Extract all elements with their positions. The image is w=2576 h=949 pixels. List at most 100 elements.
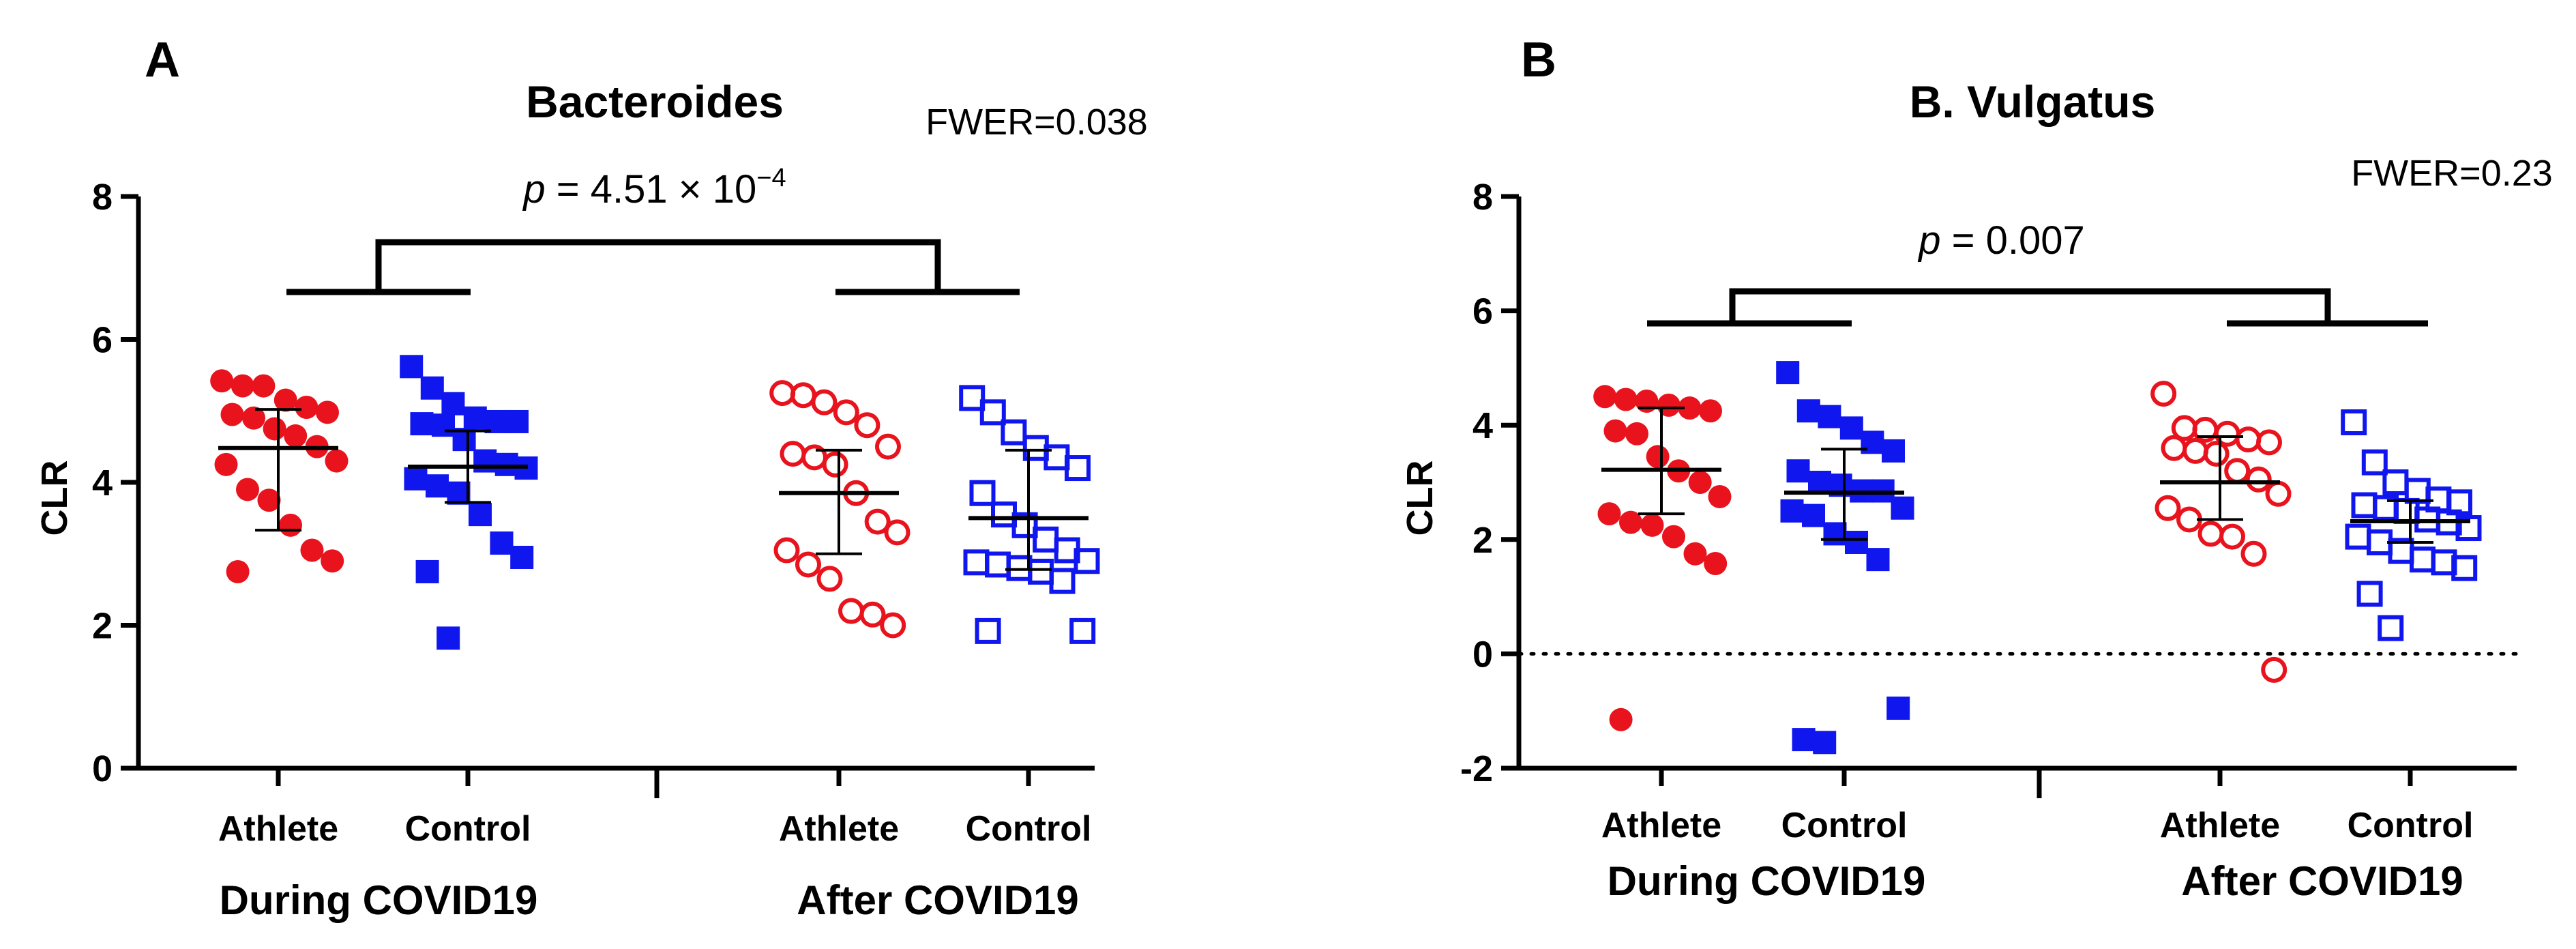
panel-b-point	[1683, 542, 1707, 566]
panel-a-point	[816, 566, 843, 592]
panel-a-bacteroides: A Bacteroides FWER=0.038 p = 4.51 × 10−4…	[34, 33, 1148, 923]
panel-b-point	[1619, 510, 1642, 534]
panel-a-point	[490, 531, 514, 555]
panel-b-fwer: FWER=0.23	[2351, 153, 2553, 194]
panel-a-point	[1033, 526, 1059, 553]
panel-a-point	[284, 424, 308, 448]
panel-b-point	[1839, 416, 1863, 440]
panel-b-point	[2451, 555, 2478, 581]
panel-a-point	[780, 441, 806, 467]
panel-a-point	[325, 449, 349, 473]
panel-b-point	[1796, 399, 1820, 423]
panel-a-point	[316, 400, 339, 424]
panel-b-y-tick-label: -2	[1460, 748, 1493, 789]
panel-a-point	[773, 537, 800, 564]
panel-b-axes: -2 0 2 4 6 8	[1460, 177, 2519, 798]
panel-b-group-label: After COVID19	[2181, 858, 2463, 904]
panel-a-point	[1049, 568, 1076, 594]
panel-a-point	[441, 392, 465, 415]
panel-a-point	[273, 388, 297, 412]
panel-a-point	[1065, 455, 1091, 482]
panel-a-point	[822, 451, 848, 478]
panel-b-point	[1886, 697, 1910, 720]
panel-a-group-label: After COVID19	[797, 877, 1078, 923]
panel-b-point	[2235, 426, 2262, 453]
panel-b-point	[1662, 525, 1685, 549]
panel-b-point	[1699, 399, 1722, 423]
panel-a-y-tick-label: 8	[92, 177, 113, 218]
panel-a-p-value: p = 4.51 × 10−4	[522, 164, 786, 211]
panel-b-point	[1813, 731, 1837, 755]
panel-a-point	[833, 399, 859, 426]
panel-a-y-axis-label: CLR	[34, 461, 75, 536]
panel-b-point	[2219, 523, 2245, 550]
panel-b-point	[2341, 409, 2367, 436]
panel-a-point	[432, 413, 455, 437]
panel-a-point	[979, 399, 1006, 426]
panel-b-point	[1704, 551, 1728, 575]
panel-a-point	[447, 481, 471, 505]
panel-b-data	[1593, 361, 2482, 755]
panel-a-fwer: FWER=0.038	[926, 102, 1148, 143]
panel-a-point	[410, 412, 434, 436]
panel-b-point	[1882, 439, 1905, 463]
panel-b-point	[2356, 581, 2383, 607]
panel-b-point	[1786, 459, 1810, 483]
panel-a-point	[769, 380, 796, 407]
panel-b-label: B	[1521, 33, 1556, 87]
panel-b-point	[2240, 540, 2267, 567]
panel-a-point	[959, 385, 986, 411]
panel-a-y-tick-label: 4	[92, 463, 113, 503]
panel-a-x-tick-label: Control	[405, 809, 531, 849]
panel-a-point	[220, 403, 244, 426]
panel-a-point	[991, 501, 1017, 528]
panel-a-point	[242, 406, 265, 430]
panel-a-point	[1069, 617, 1096, 644]
panel-b-point	[1792, 728, 1816, 752]
panel-b-title: B. Vulgatus	[1910, 76, 2156, 127]
panel-b-point	[2351, 492, 2378, 519]
panel-a-point	[505, 409, 529, 433]
panel-a-y-tick-label: 2	[92, 606, 113, 647]
panel-a-point	[1074, 548, 1100, 574]
panel-b-point	[1614, 388, 1638, 411]
panel-b-x-tick-label: Control	[1781, 806, 1908, 845]
panel-b-point	[2361, 449, 2388, 476]
panel-b-y-tick-label: 2	[1472, 520, 1493, 561]
panel-a-point	[838, 598, 864, 624]
panel-b-point	[1823, 522, 1847, 546]
panel-a-point	[295, 396, 319, 420]
panel-b-point	[2256, 429, 2282, 456]
panel-b-point	[1593, 385, 1617, 409]
panel-a-point	[469, 503, 492, 527]
panel-b-group-label: During COVID19	[1608, 858, 1926, 904]
panel-a-point	[1006, 555, 1033, 581]
panel-a-group-label: During COVID19	[220, 877, 538, 923]
panel-a-point	[400, 355, 424, 379]
panel-a-point	[975, 617, 1001, 644]
panel-b-point	[1597, 502, 1621, 526]
panel-b-x-tick-label: Athlete	[1601, 806, 1721, 845]
panel-b-point	[1640, 513, 1664, 537]
panel-b-vulgatus: B B. Vulgatus FWER=0.23 p = 0.007 CLR -2…	[1400, 33, 2553, 904]
panel-a-point	[875, 433, 901, 460]
panel-a-point	[321, 549, 344, 573]
panel-b-point	[1891, 496, 1914, 520]
panel-b-point	[1776, 361, 1800, 385]
panel-a-point	[210, 369, 234, 393]
panel-b-point	[1657, 393, 1681, 417]
panel-a-title: Bacteroides	[526, 76, 784, 127]
panel-b-y-tick-label: 4	[1472, 405, 1493, 446]
panel-b-point	[2410, 546, 2436, 573]
panel-a-point	[790, 382, 816, 409]
panel-b-point	[1625, 422, 1648, 446]
panel-b-point	[1818, 405, 1841, 428]
panel-a-point	[864, 508, 891, 535]
panel-b-point	[2155, 495, 2181, 521]
panel-a-point	[300, 538, 324, 562]
panel-b-point	[2345, 523, 2371, 550]
panel-b-point	[2150, 381, 2177, 407]
panel-b-x-tick-label: Athlete	[2160, 806, 2280, 845]
panel-b-y-tick-label: 8	[1472, 177, 1493, 218]
panel-b-point	[2203, 441, 2230, 467]
